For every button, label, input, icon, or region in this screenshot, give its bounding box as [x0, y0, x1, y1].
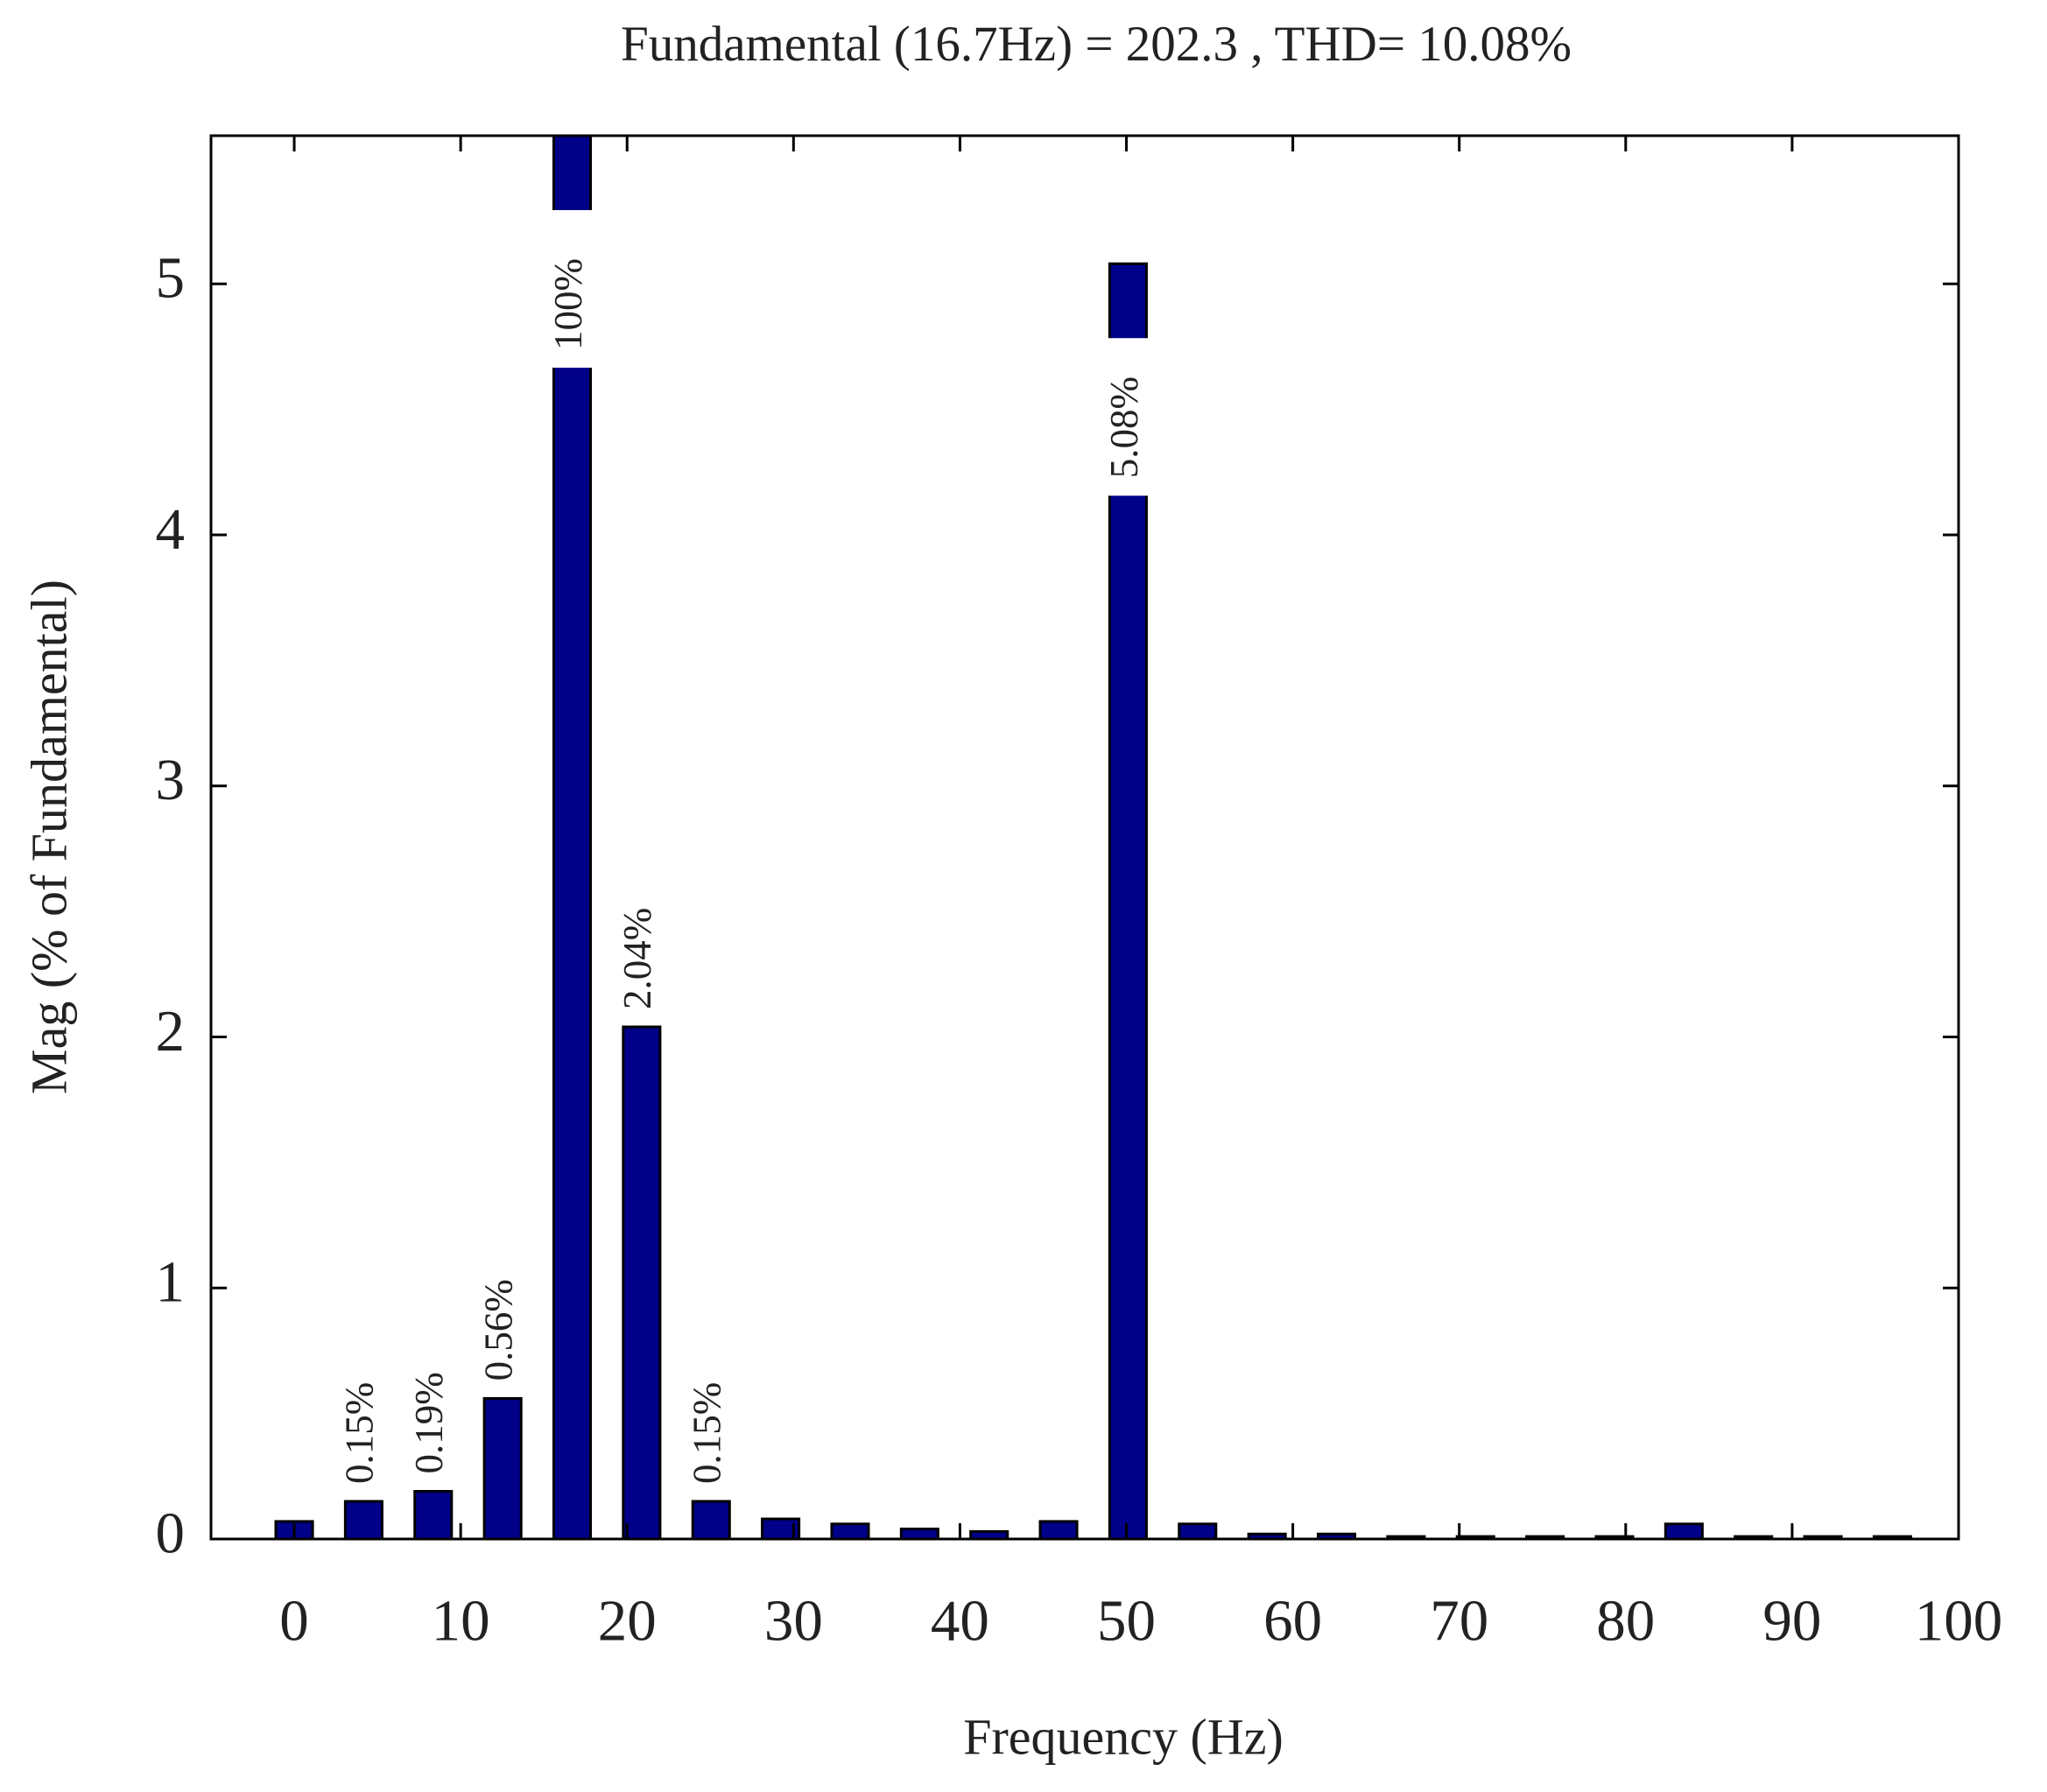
- plot-frame: [209, 134, 1960, 1541]
- label-background: [1107, 338, 1150, 496]
- data-label: 0.19%: [407, 1372, 451, 1473]
- data-label: 0.15%: [338, 1382, 382, 1484]
- data-label: 0.56%: [476, 1279, 520, 1381]
- y-tick-label: 0: [156, 1500, 186, 1565]
- x-tick-label: 90: [1762, 1588, 1821, 1653]
- y-tick-label: 5: [156, 246, 186, 311]
- y-tick-label: 3: [156, 748, 186, 812]
- bar: [1178, 1522, 1218, 1539]
- x-tick-label: 30: [764, 1588, 823, 1653]
- label-background: [551, 210, 594, 368]
- data-label: 5.08%: [1102, 376, 1146, 478]
- x-axis-label: Frequency (Hz): [963, 1708, 1284, 1765]
- x-tick-label: 70: [1430, 1588, 1488, 1653]
- bar: [552, 136, 593, 1539]
- bar: [413, 1490, 454, 1539]
- chart-title: Fundamental (16.7Hz) = 202.3 , THD= 10.0…: [621, 17, 1572, 72]
- bar: [1038, 1520, 1079, 1539]
- data-label: 0.15%: [686, 1382, 729, 1484]
- y-tick-label: 4: [156, 496, 186, 561]
- x-tick-label: 60: [1263, 1588, 1322, 1653]
- bar: [1247, 1532, 1287, 1539]
- y-axis-label: Mag (% of Fundamental): [20, 580, 77, 1094]
- bar: [691, 1500, 731, 1539]
- x-tick-label: 50: [1097, 1588, 1156, 1653]
- bar: [1316, 1532, 1357, 1539]
- x-tick-label: 10: [432, 1588, 490, 1653]
- data-label: 100%: [546, 258, 590, 350]
- x-tick-label: 20: [598, 1588, 657, 1653]
- x-tick-label: 0: [279, 1588, 309, 1653]
- y-tick-label: 2: [156, 999, 186, 1064]
- bar: [761, 1517, 801, 1539]
- bar: [343, 1500, 383, 1539]
- x-tick-label: 100: [1915, 1588, 2003, 1653]
- bar: [1664, 1522, 1704, 1539]
- bar: [899, 1528, 939, 1539]
- bar: [622, 1025, 662, 1539]
- data-label: 2.04%: [616, 908, 659, 1009]
- x-tick-label: 80: [1596, 1588, 1655, 1653]
- y-tick-label: 1: [156, 1250, 186, 1315]
- bar: [830, 1522, 870, 1539]
- bar: [482, 1396, 523, 1539]
- x-tick-label: 40: [931, 1588, 989, 1653]
